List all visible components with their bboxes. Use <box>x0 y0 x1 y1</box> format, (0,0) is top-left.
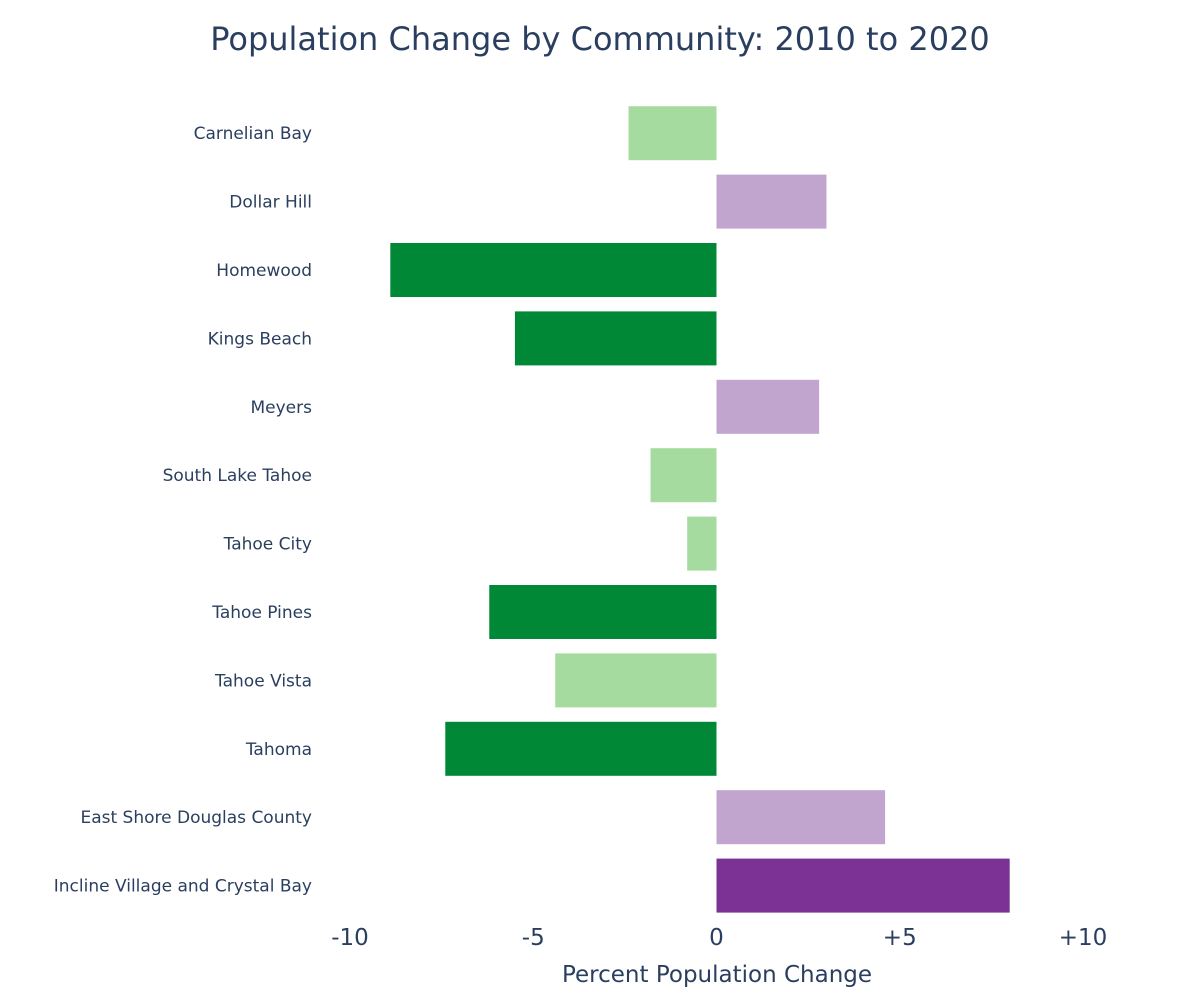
x-tick-label: 0 <box>709 925 724 951</box>
x-tick-label: -5 <box>522 925 545 951</box>
category-label-carnelian-bay: Carnelian Bay <box>194 124 312 144</box>
category-label-tahoma: Tahoma <box>245 740 312 760</box>
chart-title: Population Change by Community: 2010 to … <box>210 20 990 58</box>
x-axis-title: Percent Population Change <box>562 962 872 988</box>
bar-kings-beach <box>514 311 717 366</box>
bar-tahoe-city <box>687 516 717 571</box>
x-tick-label: +10 <box>1059 925 1108 951</box>
category-labels: Carnelian Bay Dollar Hill Homewood Kings Be… <box>54 124 312 896</box>
category-label-homewood: Homewood <box>216 261 312 281</box>
bar-tahoe-vista <box>555 653 717 708</box>
bar-south-lake-tahoe <box>650 448 717 503</box>
category-label-meyers: Meyers <box>251 398 313 418</box>
bar-dollar-hill <box>716 174 827 229</box>
category-label-tahoe-city: Tahoe City <box>223 535 312 555</box>
category-label-tahoe-pines: Tahoe Pines <box>211 603 312 623</box>
bar-incline-village-and-crystal-bay <box>716 858 1010 913</box>
category-label-tahoe-vista: Tahoe Vista <box>214 671 312 691</box>
bar-east-shore-douglas-county <box>716 790 886 845</box>
bars-group <box>390 106 1010 913</box>
x-axis-ticks: -10 -5 0 +5 +10 <box>331 925 1107 951</box>
category-label-south-lake-tahoe: South Lake Tahoe <box>163 466 312 486</box>
category-label-east-shore-douglas-county: East Shore Douglas County <box>80 808 312 828</box>
x-tick-label: -10 <box>331 925 369 951</box>
x-tick-label: +5 <box>883 925 917 951</box>
category-label-kings-beach: Kings Beach <box>208 329 312 349</box>
bar-tahoma <box>445 721 717 776</box>
bar-carnelian-bay <box>628 106 717 161</box>
category-label-incline-village-and-crystal-bay: Incline Village and Crystal Bay <box>54 877 312 897</box>
bar-tahoe-pines <box>489 585 717 639</box>
bar-homewood <box>390 243 717 297</box>
category-label-dollar-hill: Dollar Hill <box>229 193 312 213</box>
bar-meyers <box>716 379 820 434</box>
